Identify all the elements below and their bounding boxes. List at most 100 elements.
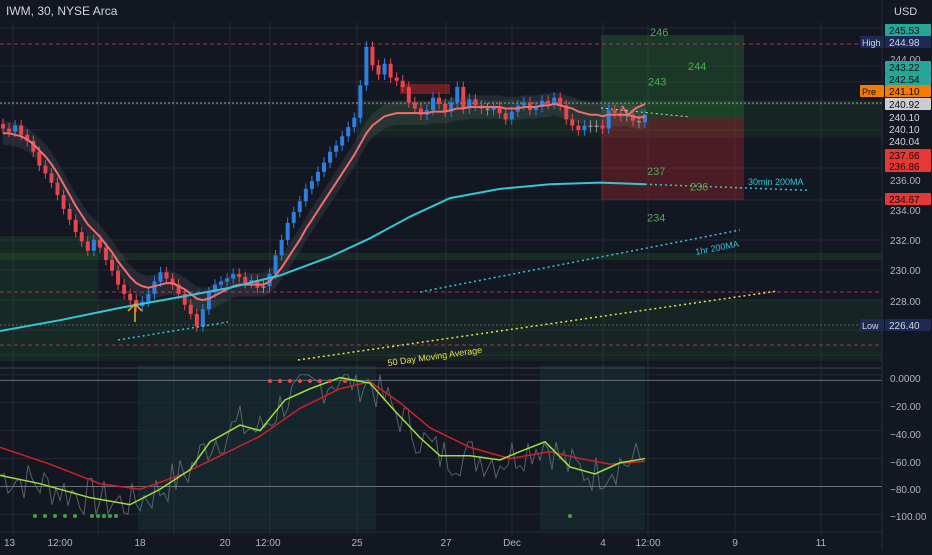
candle-body[interactable]	[237, 273, 242, 277]
candle-body[interactable]	[328, 151, 333, 163]
candle-body[interactable]	[231, 273, 236, 279]
candle-body[interactable]	[564, 105, 569, 120]
candle-body[interactable]	[443, 103, 448, 112]
candle-body[interactable]	[164, 272, 169, 279]
candle-body[interactable]	[418, 108, 423, 115]
time-axis[interactable]: 13 12:00 18 20 12:00 25 27 Dec 4 12:00 9 11	[0, 531, 882, 549]
candle-body[interactable]	[370, 46, 375, 66]
candle-body[interactable]	[158, 272, 163, 282]
candle-body[interactable]	[594, 125, 599, 128]
candle-body[interactable]	[352, 117, 357, 128]
price-axis[interactable]: 244.00 236.00 234.00 232.00 230.00 228.00 245.…	[860, 0, 932, 550]
candle-body[interactable]	[182, 293, 187, 305]
candle-body[interactable]	[322, 162, 326, 172]
candle-body[interactable]	[67, 208, 72, 220]
candle-body[interactable]	[122, 284, 127, 294]
candle-body[interactable]	[297, 201, 302, 213]
candle-body[interactable]	[497, 106, 502, 114]
candle-body[interactable]	[540, 100, 545, 107]
candle-body[interactable]	[388, 63, 393, 78]
candle-body[interactable]	[552, 97, 557, 104]
candle-body[interactable]	[97, 239, 102, 248]
candle-body[interactable]	[146, 293, 151, 302]
price-badge[interactable]: 240.10	[885, 111, 931, 124]
candle-body[interactable]	[200, 309, 205, 327]
candle-body[interactable]	[400, 80, 405, 87]
candle-body[interactable]	[412, 102, 417, 109]
candle-body[interactable]	[134, 300, 139, 307]
candle-body[interactable]	[491, 106, 496, 111]
candle-body[interactable]	[13, 125, 18, 132]
price-badge[interactable]: 245.53	[885, 24, 931, 37]
candle-body[interactable]	[1, 123, 5, 129]
candle-body[interactable]	[346, 127, 351, 137]
price-badge[interactable]: 240.10	[885, 123, 931, 136]
candle-body[interactable]	[588, 125, 593, 128]
candle-body[interactable]	[31, 140, 36, 152]
candle-body[interactable]	[533, 106, 538, 111]
candle-body[interactable]	[437, 97, 442, 104]
candle-body[interactable]	[128, 293, 133, 301]
candle-body[interactable]	[315, 171, 320, 182]
candle-body[interactable]	[376, 65, 381, 75]
candle-body[interactable]	[225, 278, 230, 282]
candle-body[interactable]	[212, 284, 217, 293]
candle-body[interactable]	[600, 125, 605, 129]
candle-body[interactable]	[643, 114, 647, 123]
candle-body[interactable]	[188, 304, 193, 315]
candle-body[interactable]	[382, 63, 387, 75]
candle-body[interactable]	[334, 145, 339, 152]
candle-body[interactable]	[206, 292, 211, 310]
candle-body[interactable]	[19, 125, 24, 135]
candle-body[interactable]	[261, 286, 266, 288]
candle-body[interactable]	[55, 182, 60, 196]
candle-body[interactable]	[116, 270, 121, 285]
price-badge[interactable]: 240.04	[885, 135, 931, 148]
price-badge[interactable]: 241.10 Pre	[860, 85, 931, 98]
candle-body[interactable]	[340, 136, 345, 146]
candle-body[interactable]	[37, 151, 42, 166]
candle-body[interactable]	[152, 281, 157, 294]
candle-body[interactable]	[582, 125, 587, 131]
candle-body[interactable]	[243, 276, 248, 284]
candle-body[interactable]	[521, 102, 526, 106]
candle-body[interactable]	[291, 212, 296, 223]
price-badge[interactable]: 244.98 High	[860, 36, 931, 49]
candle-body[interactable]	[7, 128, 12, 132]
candle-body[interactable]	[558, 97, 563, 106]
candle-body[interactable]	[358, 85, 363, 118]
candle-body[interactable]	[503, 113, 508, 120]
price-badge[interactable]: 234.67	[885, 193, 931, 206]
candle-body[interactable]	[194, 314, 199, 327]
candle-body[interactable]	[546, 100, 551, 104]
price-badge[interactable]: 236.86	[885, 160, 931, 173]
candle-body[interactable]	[49, 173, 54, 183]
candle-body[interactable]	[576, 125, 581, 131]
candle-body[interactable]	[612, 110, 617, 114]
candle-body[interactable]	[455, 86, 460, 103]
candle-body[interactable]	[110, 259, 115, 271]
candle-body[interactable]	[309, 181, 314, 189]
candle-body[interactable]	[509, 111, 514, 120]
candle-body[interactable]	[406, 86, 411, 103]
candle-body[interactable]	[267, 273, 272, 287]
candle-body[interactable]	[61, 195, 66, 209]
candle-body[interactable]	[279, 239, 284, 256]
candle-body[interactable]	[91, 239, 96, 251]
candle-body[interactable]	[73, 219, 78, 233]
candle-body[interactable]	[85, 241, 90, 251]
candle-body[interactable]	[570, 119, 575, 126]
candle-body[interactable]	[449, 102, 454, 112]
candle-body[interactable]	[473, 99, 478, 106]
candle-body[interactable]	[606, 110, 611, 129]
price-badge[interactable]: 226.40 Low	[860, 319, 931, 332]
candle-body[interactable]	[303, 188, 308, 202]
candle-body[interactable]	[394, 77, 399, 81]
candle-body[interactable]	[636, 120, 641, 123]
candle-body[interactable]	[431, 97, 436, 111]
candle-body[interactable]	[219, 281, 224, 285]
price-badge[interactable]: 242.54	[885, 73, 931, 86]
candle-body[interactable]	[170, 278, 175, 285]
candle-body[interactable]	[285, 222, 290, 240]
candle-body[interactable]	[461, 86, 466, 109]
